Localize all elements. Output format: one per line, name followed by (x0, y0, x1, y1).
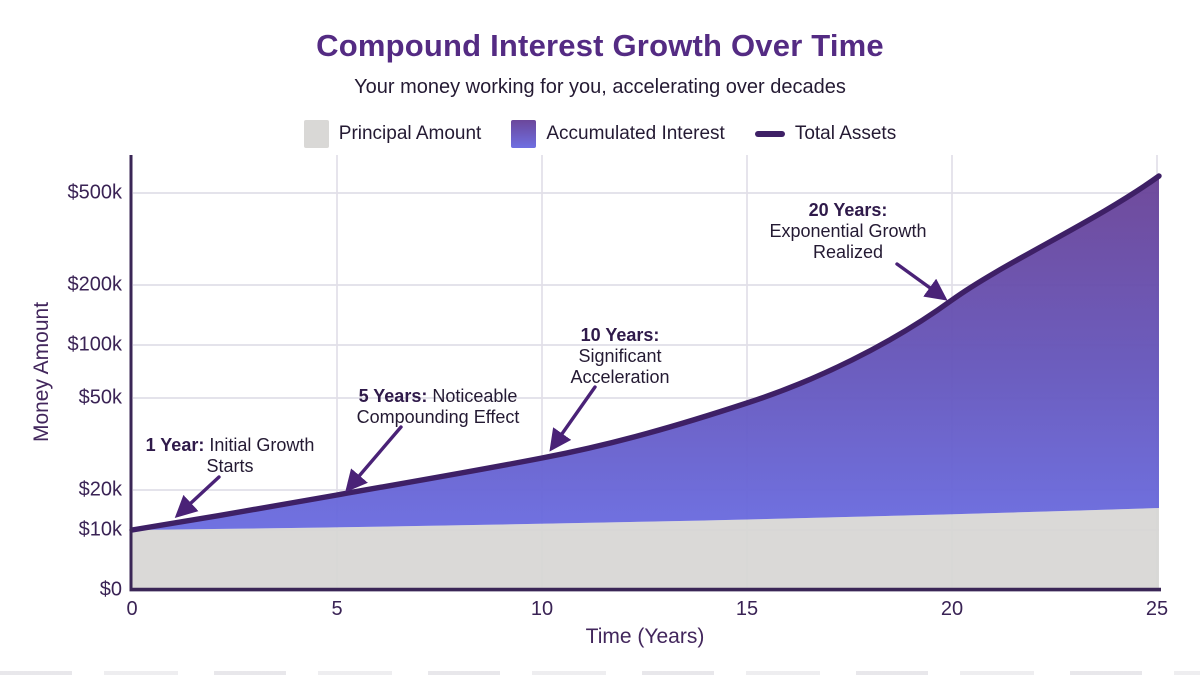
x-axis-title: Time (Years) (585, 625, 705, 648)
annotation-rest: Exponential Growth Realized (769, 221, 927, 262)
x-tick-0: 0 (126, 598, 138, 620)
annotation-lead: 20 Years: (808, 200, 888, 220)
legend-label: Principal Amount (338, 123, 482, 144)
y-tick-0: $0 (99, 578, 122, 601)
arrow-10-years (549, 385, 597, 452)
annotation-1-year: 1 Year: Initial Growth Starts (140, 435, 320, 477)
arrow-1-year (174, 475, 221, 519)
legend-item-interest: Accumulated Interest (511, 120, 725, 148)
total-assets-line (129, 173, 1162, 533)
x-tick-20: 20 (940, 598, 964, 620)
x-tick-15: 15 (735, 598, 759, 620)
annotation-rest: Noticeable Compounding Effect (356, 386, 520, 427)
legend-label: Total Assets (794, 123, 897, 144)
interest-swatch-icon (511, 120, 537, 148)
y-tick-50k: $50k (78, 386, 122, 409)
page-title: Compound Interest Growth Over Time (316, 28, 884, 63)
y-tick-100k: $100k (67, 333, 123, 356)
legend-item-principal: Principal Amount (303, 120, 482, 148)
principal-area (132, 508, 1159, 588)
annotation-lead: 5 Years: (358, 386, 428, 406)
legend-item-total: Total Assets (754, 123, 897, 145)
y-tick-500k: $500k (67, 181, 123, 204)
y-axis-title: Money Amount (30, 301, 53, 443)
cropped-caption-strip (0, 671, 1200, 675)
annotation-10-years: 10 Years: Significant Acceleration (555, 325, 685, 388)
x-tick-10: 10 (530, 598, 554, 620)
annotation-lead: 10 Years: (580, 325, 660, 345)
y-tick-10k: $10k (78, 518, 122, 541)
annotation-5-years: 5 Years: Noticeable Compounding Effect (328, 386, 548, 428)
annotation-lead: 1 Year: (145, 435, 205, 455)
y-tick-200k: $200k (67, 273, 123, 296)
page-subtitle: Your money working for you, accelerating… (354, 76, 846, 98)
annotation-rest: Initial Growth Starts (204, 435, 315, 476)
total-line-swatch-icon (754, 131, 785, 137)
y-tick-20k: $20k (78, 478, 122, 501)
x-tick-5: 5 (331, 598, 343, 620)
axes (129, 155, 1161, 592)
principal-swatch-icon (303, 120, 329, 148)
legend-label: Accumulated Interest (546, 123, 725, 144)
annotation-rest: Significant Acceleration (570, 346, 670, 387)
annotation-20-years: 20 Years: Exponential Growth Realized (768, 200, 928, 263)
interest-area (132, 176, 1159, 530)
x-tick-25: 25 (1145, 598, 1169, 620)
arrow-5-years (345, 425, 403, 493)
legend: Principal Amount Accumulated Interest To… (0, 118, 1200, 150)
arrow-20-years (895, 262, 948, 301)
